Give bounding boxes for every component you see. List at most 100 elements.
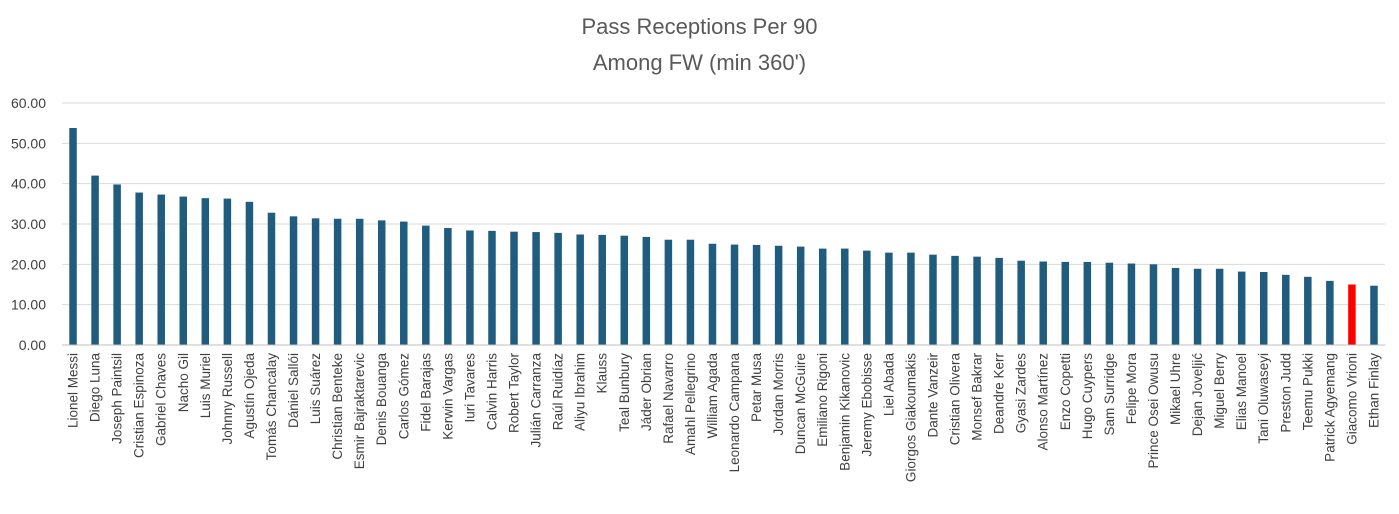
chart-title-line-2: Among FW (min 360') (592, 50, 807, 75)
x-category-label: Aliyu Ibrahim (573, 353, 588, 431)
x-category-label: Iuri Tavares (462, 353, 477, 423)
x-category-label: Julián Carranza (529, 353, 544, 448)
y-tick-label: 50.00 (11, 135, 46, 151)
bar (929, 254, 937, 345)
bar (774, 245, 783, 345)
bar (1171, 267, 1180, 345)
bar (179, 196, 188, 345)
bar (1039, 261, 1047, 345)
bar (355, 218, 364, 345)
x-category-label: Dániel Sallói (286, 353, 301, 428)
bar (201, 198, 210, 345)
bar (686, 239, 695, 345)
bar (1237, 271, 1246, 345)
x-category-label: Leonardo Campana (727, 353, 742, 473)
x-category-label: Calvin Harris (484, 353, 499, 431)
y-tick-label: 20.00 (11, 256, 46, 272)
bar (1326, 280, 1334, 345)
bar (267, 212, 276, 345)
x-category-label: Carlos Gómez (396, 353, 411, 440)
bar (532, 232, 540, 345)
y-tick-label: 10.00 (11, 297, 46, 313)
bar (951, 255, 959, 345)
bar (1083, 261, 1092, 345)
bar (995, 257, 1003, 345)
bar (510, 231, 518, 345)
y-tick-label: 60.00 (11, 95, 46, 111)
bar (245, 201, 254, 345)
bars (69, 128, 1378, 345)
bar (289, 216, 298, 345)
bar (973, 256, 981, 345)
bar (223, 198, 232, 345)
x-category-label: Johnny Russell (220, 353, 235, 445)
bar (554, 232, 562, 345)
x-category-label: Luis Suárez (308, 353, 323, 425)
bar (1304, 276, 1312, 345)
x-category-label: Duncan McGuire (793, 353, 808, 454)
bar (311, 218, 320, 345)
bar (1215, 268, 1224, 345)
bar (1061, 261, 1070, 345)
bar (1193, 268, 1202, 345)
x-category-label: Kerwin Vargas (440, 353, 455, 440)
x-category-label: Benjamin Kikanovic (837, 353, 852, 471)
x-category-label: Monsef Bakrar (970, 353, 985, 441)
x-category-label: Fidel Barajas (418, 353, 433, 432)
x-category-label: Sam Surridge (1102, 353, 1117, 436)
x-category-label: Hugo Cuypers (1080, 353, 1095, 440)
bar (730, 244, 739, 345)
y-axis-tick-labels: 0.00 10.00 20.00 30.00 40.00 50.00 60.00 (11, 95, 46, 353)
x-category-label: Tani Oluwaseyi (1256, 353, 1271, 444)
y-tick-label: 40.00 (11, 176, 46, 192)
x-category-label: Nacho Gil (176, 353, 191, 412)
x-category-label: Denis Bouanga (374, 353, 389, 446)
x-category-label: Giacomo Vrioni (1344, 353, 1359, 445)
x-category-label: Dejan Joveljić (1190, 353, 1205, 437)
x-category-label: Agustín Ojeda (242, 353, 257, 439)
bar (642, 236, 651, 345)
bar (1282, 274, 1290, 345)
bar (841, 248, 849, 345)
bar (1348, 284, 1356, 345)
bar (1127, 263, 1136, 345)
x-category-label: Cristian Olivera (948, 353, 963, 446)
x-category-label: Prince Osei Owusu (1146, 353, 1161, 469)
x-category-label: Liel Abada (881, 353, 896, 417)
bar (907, 252, 915, 345)
bar (466, 230, 474, 345)
x-category-label: Alonso Martínez (1036, 353, 1051, 451)
bar (91, 175, 99, 345)
x-category-label: Tomás Chancalay (264, 353, 279, 461)
x-category-label: Ethan Finlay (1366, 353, 1381, 428)
x-category-label: Jáder Obrian (639, 353, 654, 431)
x-category-label: Christian Benteke (330, 353, 345, 460)
chart-title-line-1: Pass Receptions Per 90 (581, 14, 818, 39)
bar (1105, 262, 1114, 345)
x-category-label: Luis Muriel (198, 353, 213, 418)
bar (1149, 264, 1158, 345)
x-category-label: Dante Vanzeir (925, 352, 940, 437)
x-category-label: Rafael Navarro (661, 353, 676, 444)
x-axis-category-labels: Lionel Messi Diego Luna Joseph Paintsil Cri… (66, 352, 1382, 482)
x-category-label: Robert Taylor (507, 353, 522, 434)
bar (69, 128, 77, 345)
bar (620, 235, 629, 345)
x-category-label: Raúl Ruidíaz (551, 353, 566, 431)
bar (818, 248, 827, 345)
gridlines (62, 102, 1385, 306)
bar (752, 244, 761, 345)
x-category-label: Amahl Pellegrino (683, 353, 698, 455)
x-category-label: Felipe Mora (1124, 353, 1139, 425)
x-category-label: William Agada (705, 353, 720, 439)
x-category-label: Gyasi Zardes (1014, 353, 1029, 434)
bar (113, 184, 121, 345)
x-category-label: Gabriel Chaves (154, 353, 169, 446)
y-tick-label: 0.00 (19, 337, 46, 353)
x-category-label: Klauss (595, 353, 610, 394)
bar (576, 234, 584, 345)
x-category-label: Teal Bunbury (617, 353, 632, 432)
x-category-label: Cristian Espinoza (132, 353, 147, 459)
